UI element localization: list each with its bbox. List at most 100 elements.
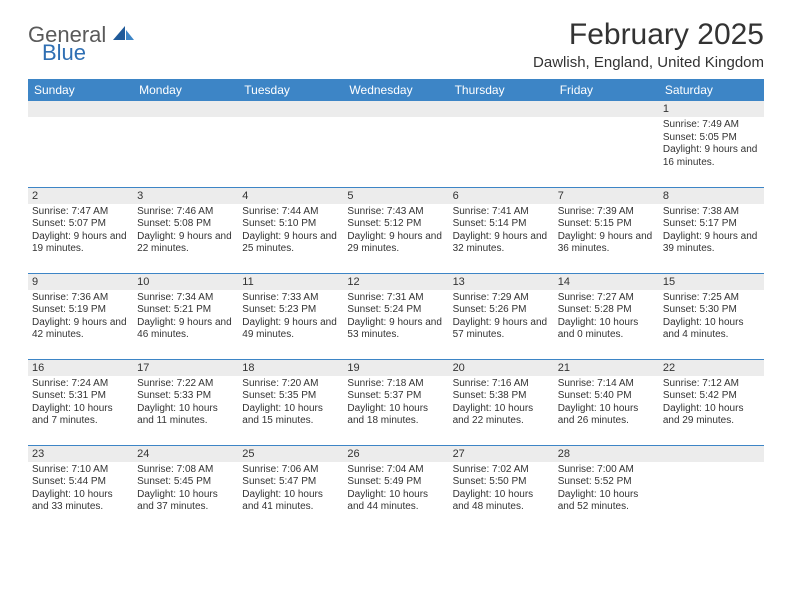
sunrise-text: Sunrise: 7:27 AM <box>558 292 655 305</box>
day-number: 20 <box>449 360 554 376</box>
day-cell: 20Sunrise: 7:16 AMSunset: 5:38 PMDayligh… <box>449 359 554 445</box>
daylight-text: Daylight: 10 hours and 18 minutes. <box>347 403 444 428</box>
day-number <box>238 101 343 117</box>
sunset-text: Sunset: 5:50 PM <box>453 476 550 489</box>
day-details: Sunrise: 7:22 AMSunset: 5:33 PMDaylight:… <box>133 376 238 432</box>
day-cell: 11Sunrise: 7:33 AMSunset: 5:23 PMDayligh… <box>238 273 343 359</box>
day-cell: 12 Sunrise: 7:31 AMSunset: 5:24 PMDayligh… <box>343 273 448 359</box>
sunset-text: Sunset: 5:33 PM <box>137 390 234 403</box>
sunrise-text: Sunrise: 7:29 AM <box>453 292 550 305</box>
day-details: Sunrise: 7:43 AMSunset: 5:12 PMDaylight:… <box>343 204 448 260</box>
sunrise-text: Sunrise: 7:22 AM <box>137 378 234 391</box>
day-header: Thursday <box>449 79 554 101</box>
day-number: 26 <box>343 446 448 462</box>
day-details: Sunrise: 7:24 AMSunset: 5:31 PMDaylight:… <box>28 376 133 432</box>
day-details: Sunrise: 7:10 AMSunset: 5:44 PMDaylight:… <box>28 462 133 518</box>
sunrise-text: Sunrise: 7:47 AM <box>32 206 129 219</box>
day-details: Sunrise: 7:27 AMSunset: 5:28 PMDaylight:… <box>554 290 659 346</box>
sunset-text: Sunset: 5:26 PM <box>453 304 550 317</box>
day-header: Friday <box>554 79 659 101</box>
day-number: 3 <box>133 188 238 204</box>
sunset-text: Sunset: 5:14 PM <box>453 218 550 231</box>
sunrise-text: Sunrise: 7:34 AM <box>137 292 234 305</box>
day-header: Tuesday <box>238 79 343 101</box>
sunrise-text: Sunrise: 7:06 AM <box>242 464 339 477</box>
sunset-text: Sunset: 5:21 PM <box>137 304 234 317</box>
day-cell <box>343 101 448 187</box>
daylight-text: Daylight: 10 hours and 33 minutes. <box>32 489 129 514</box>
daylight-text: Daylight: 10 hours and 22 minutes. <box>453 403 550 428</box>
calendar-table: SundayMondayTuesdayWednesdayThursdayFrid… <box>28 79 764 531</box>
daylight-text: Daylight: 10 hours and 15 minutes. <box>242 403 339 428</box>
day-details: Sunrise: 7:44 AMSunset: 5:10 PMDaylight:… <box>238 204 343 260</box>
day-cell <box>238 101 343 187</box>
day-details: Sunrise: 7:06 AMSunset: 5:47 PMDaylight:… <box>238 462 343 518</box>
day-details: Sunrise: 7:00 AMSunset: 5:52 PMDaylight:… <box>554 462 659 518</box>
sunrise-text: Sunrise: 7:20 AM <box>242 378 339 391</box>
week-row: 1Sunrise: 7:49 AMSunset: 5:05 PMDaylight… <box>28 101 764 187</box>
sunset-text: Sunset: 5:42 PM <box>663 390 760 403</box>
day-number: 12 <box>343 274 448 290</box>
daylight-text: Daylight: 9 hours and 42 minutes. <box>32 317 129 342</box>
daylight-text: Daylight: 10 hours and 26 minutes. <box>558 403 655 428</box>
day-details: Sunrise: 7:20 AMSunset: 5:35 PMDaylight:… <box>238 376 343 432</box>
day-details: Sunrise: 7:33 AMSunset: 5:23 PMDaylight:… <box>238 290 343 346</box>
daylight-text: Daylight: 10 hours and 4 minutes. <box>663 317 760 342</box>
sunset-text: Sunset: 5:15 PM <box>558 218 655 231</box>
day-cell: 24Sunrise: 7:08 AMSunset: 5:45 PMDayligh… <box>133 445 238 531</box>
day-number: 9 <box>28 274 133 290</box>
day-cell: 16Sunrise: 7:24 AMSunset: 5:31 PMDayligh… <box>28 359 133 445</box>
day-number: 14 <box>554 274 659 290</box>
sunset-text: Sunset: 5:23 PM <box>242 304 339 317</box>
sunset-text: Sunset: 5:49 PM <box>347 476 444 489</box>
daylight-text: Daylight: 10 hours and 11 minutes. <box>137 403 234 428</box>
day-number: 16 <box>28 360 133 376</box>
day-number: 27 <box>449 446 554 462</box>
day-header: Monday <box>133 79 238 101</box>
sunrise-text: Sunrise: 7:46 AM <box>137 206 234 219</box>
day-number <box>554 101 659 117</box>
sunset-text: Sunset: 5:10 PM <box>242 218 339 231</box>
daylight-text: Daylight: 10 hours and 0 minutes. <box>558 317 655 342</box>
daylight-text: Daylight: 9 hours and 53 minutes. <box>347 317 444 342</box>
sunrise-text: Sunrise: 7:10 AM <box>32 464 129 477</box>
daylight-text: Daylight: 10 hours and 29 minutes. <box>663 403 760 428</box>
month-title: February 2025 <box>533 18 764 52</box>
sunset-text: Sunset: 5:24 PM <box>347 304 444 317</box>
day-details: Sunrise: 7:18 AMSunset: 5:37 PMDaylight:… <box>343 376 448 432</box>
daylight-text: Daylight: 9 hours and 32 minutes. <box>453 231 550 256</box>
day-cell: 28Sunrise: 7:00 AMSunset: 5:52 PMDayligh… <box>554 445 659 531</box>
day-number: 23 <box>28 446 133 462</box>
day-cell: 19Sunrise: 7:18 AMSunset: 5:37 PMDayligh… <box>343 359 448 445</box>
day-details: Sunrise: 7:39 AMSunset: 5:15 PMDaylight:… <box>554 204 659 260</box>
day-cell: 9Sunrise: 7:36 AMSunset: 5:19 PMDaylight… <box>28 273 133 359</box>
day-cell: 6Sunrise: 7:41 AMSunset: 5:14 PMDaylight… <box>449 187 554 273</box>
sunset-text: Sunset: 5:19 PM <box>32 304 129 317</box>
daylight-text: Daylight: 9 hours and 22 minutes. <box>137 231 234 256</box>
sunrise-text: Sunrise: 7:08 AM <box>137 464 234 477</box>
day-cell: 13Sunrise: 7:29 AMSunset: 5:26 PMDayligh… <box>449 273 554 359</box>
week-row: 2Sunrise: 7:47 AMSunset: 5:07 PMDaylight… <box>28 187 764 273</box>
day-number: 1 <box>659 101 764 117</box>
sunset-text: Sunset: 5:12 PM <box>347 218 444 231</box>
day-number <box>659 446 764 462</box>
sunrise-text: Sunrise: 7:31 AM <box>347 292 444 305</box>
sunset-text: Sunset: 5:44 PM <box>32 476 129 489</box>
sunrise-text: Sunrise: 7:41 AM <box>453 206 550 219</box>
daylight-text: Daylight: 9 hours and 25 minutes. <box>242 231 339 256</box>
daylight-text: Daylight: 9 hours and 29 minutes. <box>347 231 444 256</box>
day-cell: 18Sunrise: 7:20 AMSunset: 5:35 PMDayligh… <box>238 359 343 445</box>
day-details: Sunrise: 7:12 AMSunset: 5:42 PMDaylight:… <box>659 376 764 432</box>
day-details: Sunrise: 7:02 AMSunset: 5:50 PMDaylight:… <box>449 462 554 518</box>
day-number: 8 <box>659 188 764 204</box>
sunset-text: Sunset: 5:07 PM <box>32 218 129 231</box>
day-number: 22 <box>659 360 764 376</box>
day-header: Saturday <box>659 79 764 101</box>
day-details: Sunrise: 7:49 AMSunset: 5:05 PMDaylight:… <box>659 117 764 173</box>
daylight-text: Daylight: 9 hours and 46 minutes. <box>137 317 234 342</box>
sunset-text: Sunset: 5:47 PM <box>242 476 339 489</box>
daylight-text: Daylight: 10 hours and 37 minutes. <box>137 489 234 514</box>
brand-logo: General Blue <box>28 24 135 64</box>
day-number <box>449 101 554 117</box>
day-number: 19 <box>343 360 448 376</box>
